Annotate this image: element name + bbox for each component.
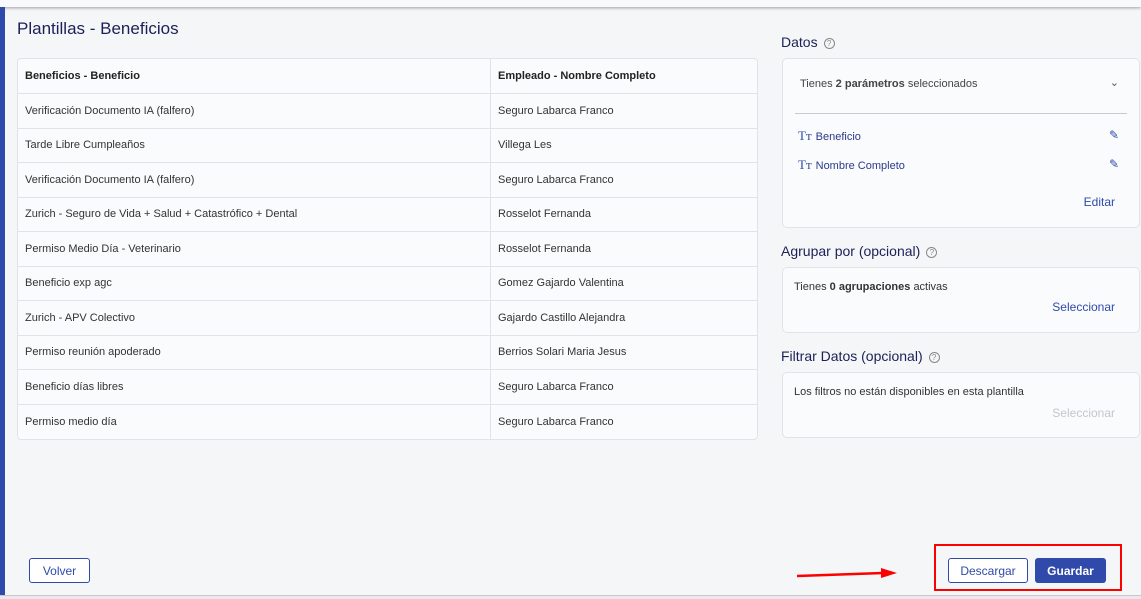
text-type-icon: Tт <box>798 128 812 143</box>
table-row: Permiso reunión apoderado Berrios Solari … <box>18 335 757 370</box>
benefit-cell: Permiso medio día <box>18 404 491 439</box>
page-title: Plantillas - Beneficios <box>17 19 179 38</box>
employee-name-cell: Villega Les <box>491 129 757 163</box>
employee-name-cell: Seguro Labarca Franco <box>491 370 757 405</box>
param-nombre-completo: Tт Nombre Completo <box>798 157 905 172</box>
table-row: Verificación Documento IA (falfero) Segur… <box>18 163 757 198</box>
employee-name-cell: Gomez Gajardo Valentina <box>491 267 757 301</box>
datos-title: Datos? <box>781 34 835 50</box>
text-type-icon: Tт <box>798 157 812 172</box>
pencil-icon[interactable]: ✎ <box>1108 128 1119 142</box>
employee-name-cell: Rosselot Fernanda <box>491 232 757 267</box>
employee-name-cell: Gajardo Castillo Alejandra <box>491 301 757 336</box>
table-row: Verificación Documento IA (falfero) Segur… <box>18 94 757 129</box>
benefit-cell: Zurich - APV Colectivo <box>18 301 491 336</box>
benefit-cell: Verificación Documento IA (falfero) <box>18 163 491 198</box>
agrupar-title: Agrupar por (opcional)? <box>781 243 938 259</box>
agrupar-summary: Tienes 0 agrupaciones activas <box>794 281 948 293</box>
benefit-cell: Permiso Medio Día - Veterinario <box>18 232 491 267</box>
editar-link[interactable]: Editar <box>1083 195 1115 209</box>
employee-name-cell: Seguro Labarca Franco <box>498 415 614 428</box>
employee-name-cell: Seguro Labarca Franco <box>491 94 757 129</box>
download-button[interactable]: Descargar <box>948 558 1028 583</box>
table-row: Beneficio días libres Seguro Labarca Fran… <box>18 370 757 405</box>
bottom-border <box>0 595 1141 599</box>
back-button[interactable]: Volver <box>29 558 90 583</box>
employee-name-cell: Seguro Labarca Franco <box>491 163 757 198</box>
datos-card: Tienes 2 parámetros seleccionados ⌄ Tт Be… <box>782 58 1140 228</box>
annotation-highlight-box <box>934 544 1122 591</box>
annotation-arrow <box>796 568 897 578</box>
employee-name-cell: Rosselot Fernanda <box>491 198 757 232</box>
table-row: Beneficio exp agc Gomez Gajardo Valentina <box>18 266 757 301</box>
table-row: Permiso medio día Seguro Labarca Franco <box>18 404 757 439</box>
help-icon[interactable]: ? <box>926 247 938 258</box>
divider <box>795 113 1127 114</box>
column-header: Beneficios - Beneficio <box>18 59 491 94</box>
top-bar <box>0 0 1141 7</box>
column-header: Empleado - Nombre Completo <box>491 59 757 94</box>
employee-name-cell: Berrios Solari Maria Jesus <box>491 336 757 370</box>
benefit-cell: Beneficio días libres <box>18 370 491 405</box>
table-row: Tarde Libre Cumpleaños Villega Les <box>18 128 757 163</box>
agrupar-select-link[interactable]: Seleccionar <box>1052 300 1115 314</box>
param-beneficio: Tт Beneficio <box>798 128 861 143</box>
benefit-cell: Verificación Documento IA (falfero) <box>18 94 491 129</box>
pencil-icon[interactable]: ✎ <box>1108 157 1119 171</box>
filtrar-card: Los filtros no están disponibles en esta… <box>782 372 1140 438</box>
filtrar-title: Filtrar Datos (opcional)? <box>781 348 940 364</box>
agrupar-card: Tienes 0 agrupaciones activas Selecciona… <box>782 267 1140 333</box>
benefit-cell: Permiso reunión apoderado <box>18 335 491 370</box>
left-accent-bar <box>0 7 5 596</box>
help-icon[interactable]: ? <box>928 352 940 363</box>
filtrar-message: Los filtros no están disponibles en esta… <box>794 386 1024 398</box>
benefit-cell: Beneficio exp agc <box>18 266 491 301</box>
save-button[interactable]: Guardar <box>1035 558 1106 583</box>
benefit-cell: Tarde Libre Cumpleaños <box>18 128 491 163</box>
preview-table: Beneficios - Beneficio Empleado - Nombre… <box>17 58 758 440</box>
chevron-down-icon[interactable]: ⌄ <box>1109 77 1119 89</box>
datos-summary[interactable]: Tienes 2 parámetros seleccionados <box>800 78 978 90</box>
benefit-cell: Zurich - Seguro de Vida + Salud + Catast… <box>18 197 491 232</box>
table-row: Zurich - APV Colectivo Gajardo Castillo A… <box>18 301 757 336</box>
filtrar-select-link-disabled: Seleccionar <box>1052 406 1115 420</box>
help-icon[interactable]: ? <box>823 38 835 49</box>
table-row: Permiso Medio Día - Veterinario Rosselot … <box>18 232 757 267</box>
table-row: Zurich - Seguro de Vida + Salud + Catast… <box>18 197 757 232</box>
